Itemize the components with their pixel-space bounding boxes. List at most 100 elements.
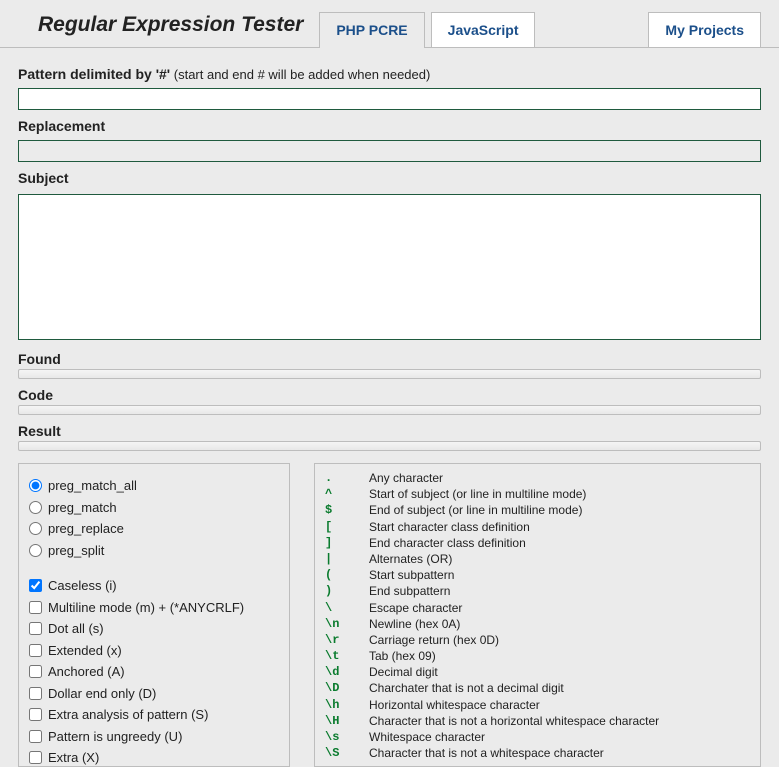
reference-symbol: [ [325,519,369,535]
code-output [18,405,761,415]
replacement-input[interactable] [18,140,761,162]
reference-row: ]End character class definition [325,535,750,551]
subject-input[interactable] [18,194,761,340]
check-dotall-input[interactable] [29,622,42,635]
reference-row: )End subpattern [325,583,750,599]
check-caseless[interactable]: Caseless (i) [29,576,279,596]
reference-row: \nNewline (hex 0A) [325,616,750,632]
radio-preg-split[interactable]: preg_split [29,541,279,561]
radio-preg-match[interactable]: preg_match [29,498,279,518]
reference-description: End of subject (or line in multiline mod… [369,502,582,518]
header: Regular Expression Tester PHP PCRE JavaS… [0,0,779,48]
tab-php-pcre[interactable]: PHP PCRE [319,12,424,48]
reference-description: Newline (hex 0A) [369,616,460,632]
result-label: Result [18,423,761,439]
radio-label: preg_match_all [48,476,137,496]
tabs-right: My Projects [648,12,761,47]
reference-symbol: \r [325,632,369,648]
check-label: Caseless (i) [48,576,117,596]
reference-row: [Start character class definition [325,519,750,535]
reference-symbol: \ [325,600,369,616]
reference-description: Start character class definition [369,519,530,535]
tab-javascript[interactable]: JavaScript [431,12,536,47]
check-ungreedy[interactable]: Pattern is ungreedy (U) [29,727,279,747]
check-label: Dot all (s) [48,619,104,639]
check-caseless-input[interactable] [29,579,42,592]
reference-description: End subpattern [369,583,450,599]
radio-preg-split-input[interactable] [29,544,42,557]
reference-symbol: \t [325,648,369,664]
reference-description: Alternates (OR) [369,551,452,567]
reference-description: Character that is not a whitespace chara… [369,745,604,761]
reference-panel: .Any character^Start of subject (or line… [314,463,761,767]
reference-symbol: ] [325,535,369,551]
radio-preg-match-all-input[interactable] [29,479,42,492]
reference-description: Start subpattern [369,567,454,583]
options-panel: preg_match_all preg_match preg_replace p… [18,463,290,767]
reference-row: |Alternates (OR) [325,551,750,567]
reference-row: \sWhitespace character [325,729,750,745]
reference-symbol: \D [325,680,369,696]
reference-symbol: | [325,551,369,567]
radio-label: preg_replace [48,519,124,539]
pattern-input[interactable] [18,88,761,110]
reference-description: Start of subject (or line in multiline m… [369,486,586,502]
radio-preg-match-all[interactable]: preg_match_all [29,476,279,496]
reference-description: Character that is not a horizontal white… [369,713,659,729]
check-extended-input[interactable] [29,644,42,657]
reference-symbol: ^ [325,486,369,502]
check-dotall[interactable]: Dot all (s) [29,619,279,639]
check-anchored-input[interactable] [29,665,42,678]
check-multiline[interactable]: Multiline mode (m) + (*ANYCRLF) [29,598,279,618]
reference-symbol: $ [325,502,369,518]
check-anchored[interactable]: Anchored (A) [29,662,279,682]
check-label: Pattern is ungreedy (U) [48,727,182,747]
check-extra-x-input[interactable] [29,751,42,764]
reference-symbol: \n [325,616,369,632]
radio-preg-match-input[interactable] [29,501,42,514]
reference-symbol: \s [325,729,369,745]
reference-row: ^Start of subject (or line in multiline … [325,486,750,502]
reference-row: \HCharacter that is not a horizontal whi… [325,713,750,729]
reference-description: Escape character [369,600,462,616]
subject-label: Subject [18,170,761,186]
radio-preg-replace[interactable]: preg_replace [29,519,279,539]
check-dollar[interactable]: Dollar end only (D) [29,684,279,704]
reference-symbol: \h [325,697,369,713]
radio-preg-replace-input[interactable] [29,522,42,535]
check-ungreedy-input[interactable] [29,730,42,743]
check-label: Dollar end only (D) [48,684,156,704]
reference-description: Tab (hex 09) [369,648,436,664]
check-extra-analysis[interactable]: Extra analysis of pattern (S) [29,705,279,725]
reference-symbol: \H [325,713,369,729]
check-extended[interactable]: Extended (x) [29,641,279,661]
reference-symbol: . [325,470,369,486]
check-extra-x[interactable]: Extra (X) [29,748,279,767]
check-dollar-input[interactable] [29,687,42,700]
page-title: Regular Expression Tester [18,13,303,47]
main-area: Pattern delimited by '#' (start and end … [0,48,779,457]
radio-label: preg_match [48,498,117,518]
reference-symbol: \S [325,745,369,761]
check-extra-analysis-input[interactable] [29,708,42,721]
reference-row: (Start subpattern [325,567,750,583]
reference-symbol: ) [325,583,369,599]
reference-row: \tTab (hex 09) [325,648,750,664]
pattern-label: Pattern delimited by '#' (start and end … [18,66,761,82]
reference-row: .Any character [325,470,750,486]
tab-my-projects[interactable]: My Projects [648,12,761,47]
reference-row: $End of subject (or line in multiline mo… [325,502,750,518]
reference-symbol: ( [325,567,369,583]
reference-row: \SCharacter that is not a whitespace cha… [325,745,750,761]
reference-row: \DCharchater that is not a decimal digit [325,680,750,696]
check-label: Extra analysis of pattern (S) [48,705,208,725]
reference-description: Carriage return (hex 0D) [369,632,499,648]
reference-description: Decimal digit [369,664,438,680]
reference-row: \Escape character [325,600,750,616]
check-multiline-input[interactable] [29,601,42,614]
reference-symbol: \d [325,664,369,680]
code-label: Code [18,387,761,403]
reference-row: \rCarriage return (hex 0D) [325,632,750,648]
found-output [18,369,761,379]
pattern-label-sub: (start and end # will be added when need… [170,67,430,82]
